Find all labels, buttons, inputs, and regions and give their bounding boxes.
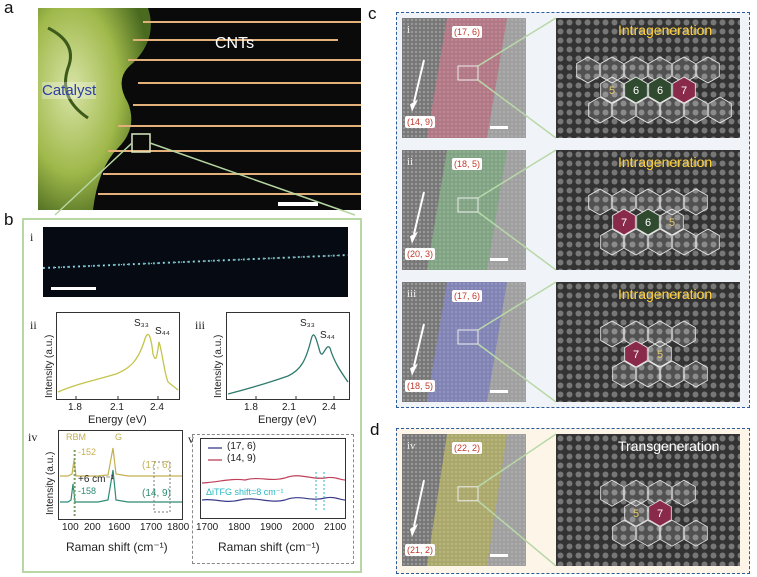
sub-ii-label: ii	[30, 318, 37, 332]
panel-b-label: b	[4, 210, 14, 229]
tem-roman-label: i	[407, 24, 411, 36]
chirality-tag-top: (17, 6)	[452, 290, 483, 302]
ring-size-label: 6	[633, 85, 639, 97]
iv-series2: (14, 9)	[142, 488, 171, 499]
generation-label: Intrageneration	[618, 154, 713, 170]
chirality-tag-bottom: (14, 9)	[405, 116, 436, 128]
v-xlabel: Raman shift (cm⁻¹)	[218, 540, 320, 554]
spectrum-ii-plot	[56, 312, 180, 400]
v-tick-4: 2000	[292, 522, 315, 533]
ring-size-label: 7	[633, 349, 639, 361]
ring-size-label: 6	[645, 217, 651, 229]
panel-d-label: d	[370, 420, 380, 439]
v-tick-5: 2100	[324, 522, 347, 533]
ring-size-label: 5	[609, 85, 615, 97]
raman-v-plot	[200, 438, 346, 519]
ii-tick-2: 2.1	[110, 402, 124, 413]
iii-tick-3: 2.4	[322, 402, 336, 413]
iv-xlabel: Raman shift (cm⁻¹)	[66, 540, 168, 554]
sub-iii-label: iii	[195, 318, 206, 332]
sub-iv-label: iv	[28, 430, 38, 444]
iv-series1: (17, 6)	[142, 460, 171, 471]
panel-c-label: c	[368, 4, 377, 23]
iv-tick-2: 200	[84, 522, 101, 533]
iv-tick-3: 1600	[108, 522, 131, 533]
ring-size-label: 7	[681, 85, 687, 97]
v-annotation: ΔiTFG shift=8 cm⁻¹	[206, 487, 284, 497]
chirality-tag-bottom: (18, 5)	[405, 380, 436, 392]
ii-peak-s33: S₃₃	[134, 318, 149, 329]
generation-label: Transgeneration	[618, 438, 720, 454]
ii-tick-1: 1.8	[68, 402, 82, 413]
iv-tick-5: 1800	[167, 522, 190, 533]
cnts-label: CNTs	[215, 35, 255, 52]
panel-a-label: a	[4, 0, 14, 17]
iv-v2: -158	[78, 486, 97, 496]
v-legend-2: (14, 9)	[227, 453, 256, 464]
ii-peak-s44: S₄₄	[155, 326, 170, 337]
sub-v-label: v	[188, 432, 194, 446]
sub-i-label: i	[30, 230, 34, 244]
iii-tick-2: 2.1	[282, 402, 296, 413]
raman-iv-plot	[58, 430, 183, 520]
iv-g: G	[115, 432, 123, 442]
v-zoom-frame	[192, 434, 354, 564]
ii-xlabel: Energy (eV)	[88, 414, 147, 426]
chirality-tag-top: (17, 6)	[452, 26, 483, 38]
iv-tick-1: 100	[62, 522, 79, 533]
cnt-growth-image	[38, 8, 361, 210]
chirality-tag-bottom: (21, 2)	[405, 544, 436, 556]
v-tick-1: 1700	[196, 522, 219, 533]
iii-peak-s44: S₄₄	[320, 330, 335, 341]
iii-ylabel: Intensity (a.u.)	[213, 334, 224, 398]
dark-field-image	[42, 227, 349, 297]
iv-tick-4: 1700	[140, 522, 163, 533]
chirality-tag-bottom: (20, 3)	[405, 248, 436, 260]
iv-shift: +6 cm⁻¹	[78, 474, 115, 485]
generation-label: Intrageneration	[618, 286, 713, 302]
ring-size-label: 7	[657, 508, 663, 520]
v-legend-1: (17, 6)	[227, 441, 256, 452]
iii-peak-s33: S₃₃	[300, 318, 315, 329]
iv-ylabel: Intensity (a.u.)	[45, 451, 56, 515]
tem-roman-label: iv	[407, 440, 416, 452]
v-tick-3: 1900	[260, 522, 283, 533]
chirality-tag-top: (18, 5)	[452, 158, 483, 170]
zoomed-lattice-image: 7 6 5	[556, 150, 740, 270]
ring-size-label: 5	[669, 217, 675, 229]
chirality-tag-top: (22, 2)	[452, 442, 483, 454]
panel-a-image	[38, 8, 361, 210]
v-tick-2: 1800	[228, 522, 251, 533]
tem-roman-label: iii	[407, 288, 417, 300]
generation-label: Intrageneration	[618, 22, 713, 38]
ring-size-label: 5	[633, 508, 639, 520]
ring-size-label: 5	[657, 349, 663, 361]
ring-size-label: 6	[657, 85, 663, 97]
zoomed-lattice-image: 5 6 6 7	[556, 18, 740, 138]
tem-roman-label: ii	[407, 156, 414, 168]
ring-size-label: 7	[621, 217, 627, 229]
iii-xlabel: Energy (eV)	[258, 414, 317, 426]
catalyst-label: Catalyst	[42, 82, 97, 99]
iii-tick-1: 1.8	[244, 402, 258, 413]
ii-tick-3: 2.4	[150, 402, 164, 413]
iv-v1: -152	[78, 447, 97, 457]
iv-rbm: RBM	[66, 432, 86, 442]
spectrum-iii-plot	[226, 312, 350, 400]
ii-ylabel: Intensity (a.u.)	[44, 334, 55, 398]
